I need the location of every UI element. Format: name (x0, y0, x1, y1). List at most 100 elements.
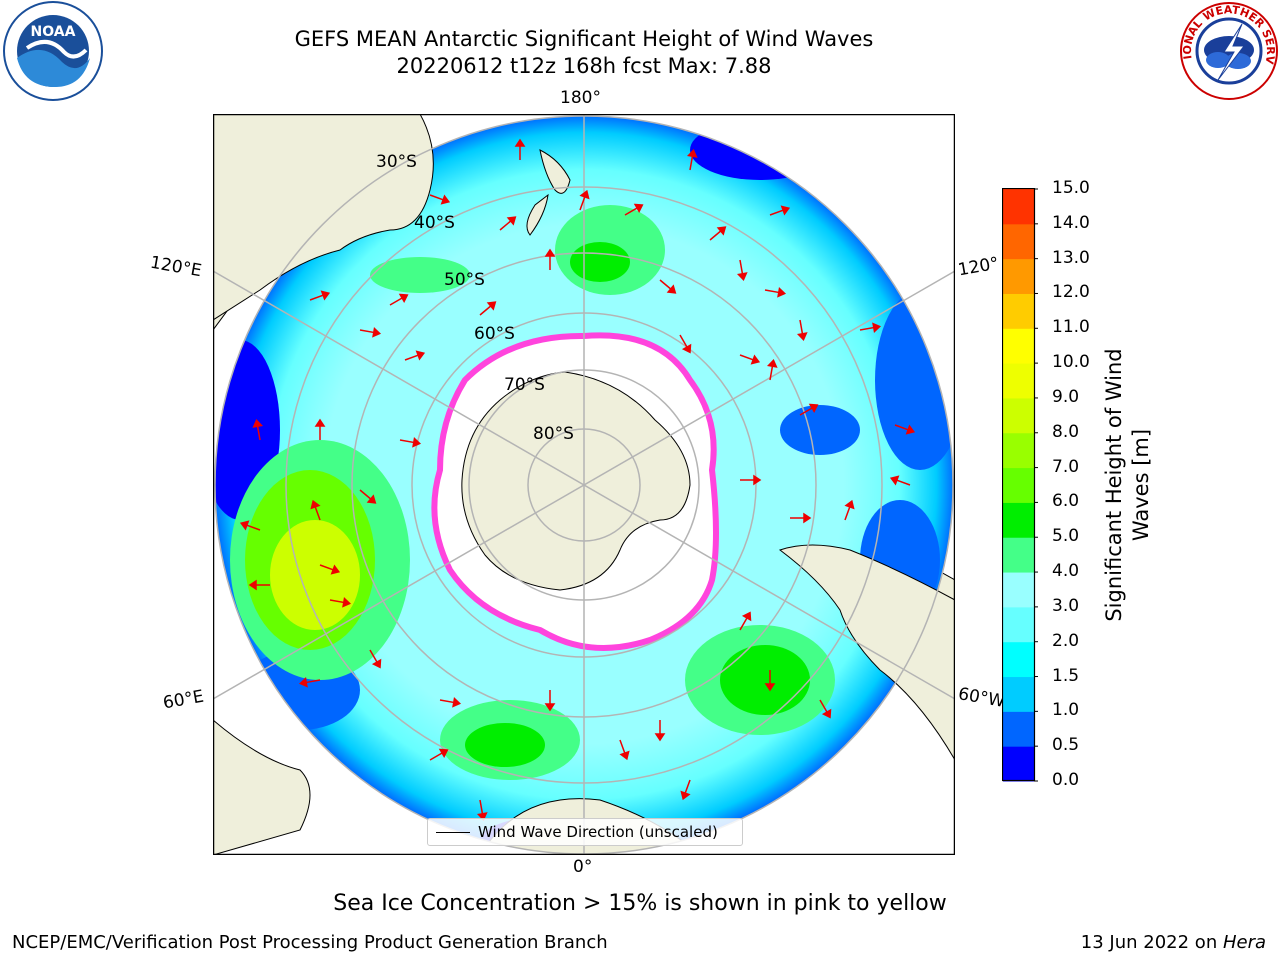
arrow (476, 799, 488, 822)
colorbar-segment (1003, 676, 1034, 712)
arrow (429, 748, 449, 761)
arrow (429, 194, 451, 205)
arrow (359, 489, 377, 504)
footer-date: 13 Jun 2022 on Hera (1081, 932, 1266, 953)
arrow (859, 322, 882, 334)
colorbar-tick-label: 6.0 (1052, 491, 1080, 512)
wind-wave-arrows (239, 138, 916, 822)
arrow (239, 520, 261, 531)
colorbar-segment (1003, 467, 1034, 503)
lon-label-0: 0° (573, 857, 593, 877)
colorbar-tick-label: 7.0 (1052, 456, 1080, 477)
colorbar-segment (1003, 328, 1034, 364)
colorbar-segment (1003, 223, 1034, 260)
lon-label-60e: 60°E (161, 686, 206, 714)
legend-label: Wind Wave Direction (unscaled) (478, 823, 718, 841)
sea-ice-note: Sea Ice Concentration > 15% is shown in … (333, 891, 947, 916)
colorbar-tick-label: 0.0 (1052, 770, 1080, 790)
colorbar-segment (1003, 537, 1034, 573)
lat-label-30s: 30°S (376, 152, 417, 172)
arrow (796, 319, 808, 342)
colorbar-tick-label: 12.0 (1052, 282, 1090, 303)
arrow (740, 474, 762, 486)
colorbar-tick-label: 13.0 (1052, 247, 1090, 268)
colorbar-segment (1003, 572, 1034, 608)
lat-label-40s: 40°S (414, 213, 455, 233)
footer-host: Hera (1222, 932, 1266, 953)
arrow (799, 403, 819, 416)
lon-label-120w: 120° (956, 253, 1001, 281)
map-panel (213, 114, 955, 855)
lat-label-70s: 70°S (504, 375, 545, 395)
lon-label-180: 180° (560, 88, 601, 108)
arrow (252, 418, 264, 441)
arrow (404, 350, 426, 361)
map-legend: Wind Wave Direction (unscaled) (427, 818, 743, 846)
new-zealand (526, 149, 571, 236)
chart-subtitle: 20220612 t12z 168h fcst Max: 7.88 (396, 54, 772, 78)
colorbar-segment (1003, 432, 1034, 469)
arrow (766, 358, 778, 381)
colorbar-tick-label: 10.0 (1052, 352, 1090, 373)
arrow (298, 676, 321, 688)
national-weather-service-logo: NATIONAL WEATHER SERVICE (1178, 0, 1278, 100)
arrow (579, 189, 590, 211)
footer-branch: NCEP/EMC/Verification Post Processing Pr… (12, 932, 608, 953)
australia (213, 114, 434, 321)
colorbar-segment (1003, 641, 1034, 678)
lat-label-80s: 80°S (533, 424, 574, 444)
colorbar-segment (1003, 189, 1034, 225)
arrow (736, 259, 748, 282)
arrow (439, 696, 462, 708)
arrow (329, 596, 352, 608)
noaa-logo: NOAA (3, 1, 103, 101)
colorbar-tick-label: 2.0 (1052, 630, 1080, 651)
arrow (399, 436, 422, 448)
svg-text:NOAA: NOAA (31, 24, 76, 40)
arrow (844, 499, 855, 521)
legend-line-icon (436, 831, 470, 833)
colorbar-tick-label: 9.0 (1052, 386, 1080, 407)
colorbar-tick-label: 1.0 (1052, 700, 1080, 721)
arrow (544, 690, 556, 712)
arrow (680, 779, 691, 801)
arrow (544, 248, 556, 270)
colorbar-tick-label: 15.0 (1052, 178, 1090, 198)
wave-height-field (230, 205, 860, 780)
colorbar-segment (1003, 711, 1034, 747)
colorbar-segment (1003, 363, 1034, 399)
arrow (739, 354, 761, 365)
colorbar-label: Significant Height of Wind Waves [m] (1102, 348, 1153, 622)
arrow (889, 475, 911, 486)
colorbar-tick-label: 14.0 (1052, 212, 1090, 233)
arrow (514, 138, 526, 160)
colorbar-tick-label: 3.0 (1052, 595, 1080, 616)
colorbar-tick-label: 1.5 (1052, 665, 1080, 686)
colorbar-tick-label: 11.0 (1052, 317, 1090, 338)
colorbar-segment (1003, 746, 1034, 782)
colorbar-tick-label: 4.0 (1052, 561, 1080, 582)
arrow (819, 699, 832, 719)
arrow (709, 226, 727, 241)
arrow (619, 739, 630, 761)
arrow (389, 293, 409, 306)
arrow (894, 424, 916, 435)
arrow (679, 334, 692, 354)
colorbar-tick-label: 0.5 (1052, 735, 1080, 756)
arrow (319, 564, 341, 575)
arrow (624, 203, 644, 216)
colorbar (1002, 188, 1038, 782)
arrow (359, 326, 382, 338)
arrow (479, 301, 497, 316)
arrow (739, 611, 752, 631)
arrow (686, 148, 698, 171)
chart-title: GEFS MEAN Antarctic Significant Height o… (294, 27, 874, 51)
lon-label-120e: 120°E (148, 252, 204, 282)
arrow (310, 499, 321, 521)
arrow (790, 512, 812, 524)
south-america (778, 544, 955, 761)
footer-date-text: 13 Jun 2022 on (1080, 932, 1223, 953)
arrow (659, 279, 677, 294)
colorbar-tick-label: 8.0 (1052, 421, 1080, 442)
arrow (769, 205, 791, 216)
